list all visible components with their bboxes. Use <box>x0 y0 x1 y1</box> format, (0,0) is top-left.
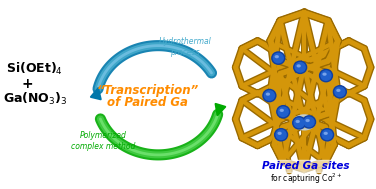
Circle shape <box>294 118 304 128</box>
Text: Si(OEt)$_4$: Si(OEt)$_4$ <box>6 61 63 77</box>
Text: for capturing Co$^{2+}$: for capturing Co$^{2+}$ <box>270 172 342 186</box>
Circle shape <box>277 106 290 118</box>
Ellipse shape <box>278 132 281 134</box>
Ellipse shape <box>293 115 315 130</box>
Ellipse shape <box>337 89 340 91</box>
Ellipse shape <box>297 65 300 67</box>
Ellipse shape <box>280 109 283 111</box>
Circle shape <box>274 129 288 141</box>
Ellipse shape <box>275 56 278 58</box>
Circle shape <box>273 53 283 63</box>
Circle shape <box>294 61 306 74</box>
Ellipse shape <box>324 132 327 134</box>
Circle shape <box>304 117 314 127</box>
Circle shape <box>263 89 276 102</box>
Circle shape <box>320 70 332 82</box>
Text: “Transcription”: “Transcription” <box>96 84 199 97</box>
Text: Polymerized
complex method: Polymerized complex method <box>71 131 136 151</box>
Circle shape <box>321 129 334 141</box>
Ellipse shape <box>306 120 309 122</box>
Ellipse shape <box>267 93 269 95</box>
Circle shape <box>321 71 331 80</box>
Circle shape <box>303 116 315 128</box>
Text: Ga(NO$_3$)$_3$: Ga(NO$_3$)$_3$ <box>3 91 68 107</box>
Ellipse shape <box>323 73 326 75</box>
Text: Paired Ga sites: Paired Ga sites <box>262 161 350 171</box>
Circle shape <box>334 86 346 98</box>
Text: of Paired Ga: of Paired Ga <box>107 96 188 108</box>
Circle shape <box>335 87 345 97</box>
Circle shape <box>272 52 285 64</box>
Circle shape <box>264 91 274 100</box>
Circle shape <box>276 130 286 139</box>
Circle shape <box>293 117 306 129</box>
Circle shape <box>322 130 332 139</box>
Circle shape <box>295 63 305 72</box>
Circle shape <box>278 107 288 116</box>
Text: Hydrothermal
process: Hydrothermal process <box>159 37 211 57</box>
Text: +: + <box>21 77 33 91</box>
Ellipse shape <box>296 121 299 122</box>
